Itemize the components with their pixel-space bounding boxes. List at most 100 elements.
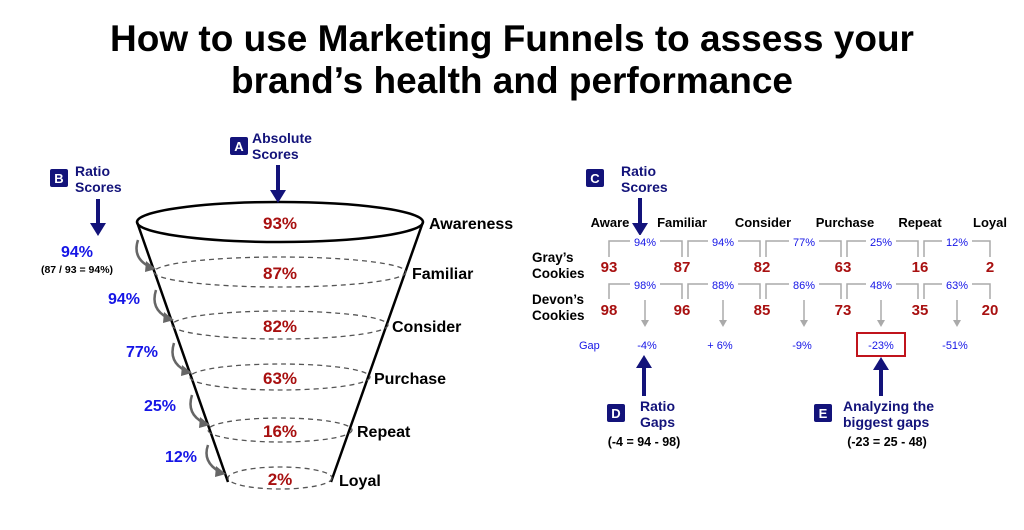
page-title: How to use Marketing Funnels to assess y… (0, 18, 1024, 102)
funnel-value-awareness: 93% (263, 214, 297, 233)
callout-a: A Absolute Scores (230, 130, 312, 203)
gap-label: Gap (579, 340, 600, 352)
gap-row: Gap -4% + 6% -9% -23% -51% (579, 332, 968, 357)
callout-e-formula: (-23 = 25 - 48) (847, 435, 927, 449)
callout-d-arrowhead (636, 355, 652, 368)
stage-label-familiar: Familiar (412, 266, 473, 283)
table-headers: Aware Familiar Consider Purchase Repeat … (591, 215, 1007, 230)
badge-b (50, 169, 68, 187)
funnel-ratios: 94% (87 / 93 = 94%) 94% 77% 25% 12% (41, 244, 197, 466)
funnel-ratio-5: 12% (165, 449, 197, 466)
callout-e-line2: biggest gaps (843, 414, 930, 430)
gap-value-3: -9% (792, 340, 812, 352)
callout-c-arrowhead (632, 223, 648, 236)
stage-label-loyal: Loyal (339, 473, 381, 490)
callout-c-line1: Ratio (621, 163, 656, 179)
badge-d-letter: D (611, 406, 620, 421)
funnel-ratio-note: (87 / 93 = 94%) (41, 264, 113, 276)
devon-value-familiar: 96 (674, 302, 691, 319)
callout-a-line2: Scores (252, 146, 299, 162)
funnel-ratio-4: 25% (144, 398, 176, 415)
gap-value-4: -23% (868, 340, 894, 352)
callout-e: E Analyzing the biggest gaps (-23 = 25 -… (814, 357, 934, 449)
gap-value-5: -51% (942, 340, 968, 352)
callout-c: C Ratio Scores (586, 163, 668, 236)
callout-b-line1: Ratio (75, 163, 110, 179)
gray-value-loyal: 2 (986, 259, 994, 276)
badge-d (607, 404, 625, 422)
badge-c (586, 169, 604, 187)
gray-value-familiar: 87 (674, 259, 691, 276)
stage-label-awareness: Awareness (429, 216, 513, 233)
gray-ratio-2: 94% (712, 237, 734, 249)
callout-d-line1: Ratio (640, 398, 675, 414)
brand-devon-line1: Devon’s (532, 292, 584, 307)
gray-ratio-4: 25% (870, 237, 892, 249)
funnel-curved-arrow-heads (145, 261, 226, 477)
devon-ratio-2: 88% (712, 280, 734, 292)
gray-value-repeat: 16 (912, 259, 929, 276)
devon-value-consider: 85 (754, 302, 771, 319)
brand-gray-line2: Cookies (532, 266, 585, 281)
title-line-1: How to use Marketing Funnels to assess y… (110, 18, 914, 59)
stage-label-purchase: Purchase (374, 371, 446, 388)
gray-value-consider: 82 (754, 259, 771, 276)
devon-ratio-1: 98% (634, 280, 656, 292)
devon-value-repeat: 35 (912, 302, 929, 319)
callout-e-arrowhead (873, 357, 889, 370)
stage-label-repeat: Repeat (357, 424, 411, 441)
gray-value-aware: 93 (601, 259, 618, 276)
gray-values: 93 87 82 63 16 2 (601, 259, 995, 276)
col-header-consider: Consider (735, 215, 791, 230)
badge-c-letter: C (590, 171, 600, 186)
callout-d-line2: Gaps (640, 414, 675, 430)
devon-value-purchase: 73 (835, 302, 852, 319)
brand-labels: Gray’s Cookies Devon’s Cookies (532, 250, 585, 323)
funnel-value-purchase: 63% (263, 369, 297, 388)
devon-ratio-3: 86% (793, 280, 815, 292)
col-header-familiar: Familiar (657, 215, 707, 230)
gray-ratios: 94% 94% 77% 25% 12% (630, 235, 972, 249)
gray-value-purchase: 63 (835, 259, 852, 276)
callout-e-line1: Analyzing the (843, 398, 934, 414)
gray-ratio-1: 94% (634, 237, 656, 249)
devon-ratio-5: 63% (946, 280, 968, 292)
devon-value-loyal: 20 (982, 302, 999, 319)
funnel-value-familiar: 87% (263, 264, 297, 283)
col-header-repeat: Repeat (898, 215, 942, 230)
badge-b-letter: B (54, 171, 63, 186)
funnel-value-consider: 82% (263, 317, 297, 336)
col-header-purchase: Purchase (816, 215, 875, 230)
callout-b-arrowhead (90, 223, 106, 236)
funnel-values: 93% 87% 82% 63% 16% 2% (263, 214, 297, 489)
funnel-stage-labels: Awareness Familiar Consider Purchase Rep… (339, 216, 513, 490)
brand-gray-line1: Gray’s (532, 250, 574, 265)
gray-ratio-3: 77% (793, 237, 815, 249)
gap-value-2: + 6% (707, 340, 733, 352)
devon-ratios: 98% 88% 86% 48% 63% (630, 278, 972, 292)
stage-label-consider: Consider (392, 319, 461, 336)
callout-a-arrowhead (270, 190, 286, 203)
funnel-shape (135, 200, 425, 490)
devon-value-aware: 98 (601, 302, 618, 319)
callout-d: D Ratio Gaps (-4 = 94 - 98) (607, 355, 680, 449)
callout-b: B Ratio Scores (50, 163, 122, 236)
badge-e-letter: E (819, 406, 828, 421)
gap-value-1: -4% (637, 340, 657, 352)
funnel-ratio-3: 77% (126, 344, 158, 361)
col-header-loyal: Loyal (973, 215, 1007, 230)
badge-e (814, 404, 832, 422)
funnel-value-loyal: 2% (268, 470, 293, 489)
callout-c-line2: Scores (621, 179, 668, 195)
gap-highlight-box (856, 332, 906, 357)
brand-devon-line2: Cookies (532, 308, 585, 323)
funnel-ratio-2: 94% (108, 291, 140, 308)
title-line-2: brand’s health and performance (231, 60, 793, 101)
callout-d-formula: (-4 = 94 - 98) (608, 435, 681, 449)
funnel-value-repeat: 16% (263, 422, 297, 441)
gray-ratio-5: 12% (946, 237, 968, 249)
callout-a-line1: Absolute (252, 130, 312, 146)
callout-b-line2: Scores (75, 179, 122, 195)
badge-a-letter: A (234, 139, 244, 154)
